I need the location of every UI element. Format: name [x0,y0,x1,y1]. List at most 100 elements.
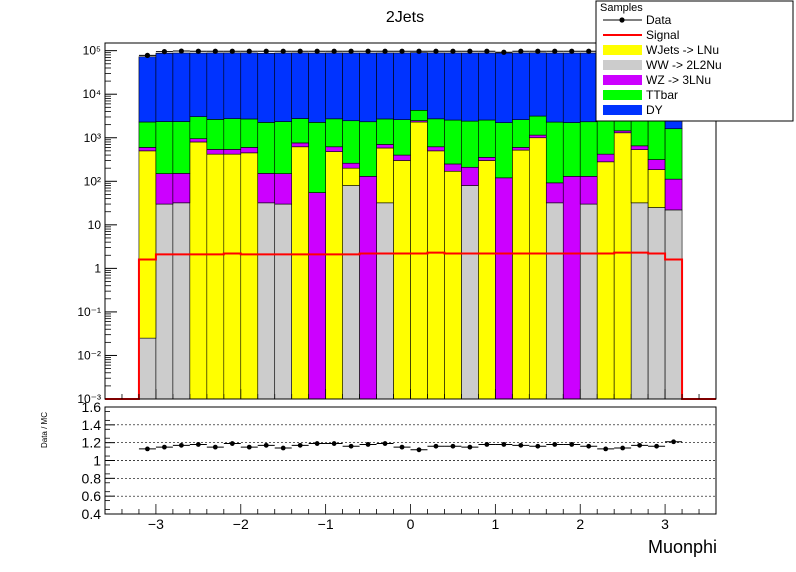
stacked-histograms [138,52,683,400]
bar [206,149,225,155]
bar [562,176,581,400]
bar [206,153,225,400]
bar [512,52,530,120]
bar [274,52,292,122]
ratio-point [552,442,558,447]
legend-entry: WJets -> LNu [603,43,719,57]
bar [579,121,598,177]
data-point [246,48,252,54]
ratio-axes: 0.40.60.811.21.41.6−3 −2 −1 0 1 2 3 [82,399,717,532]
main-axes: 10⁻³ 10⁻² 10⁻¹ 1 10 10² 10³ 10⁴ 10⁵ [77,42,717,406]
ratio-points [138,439,683,453]
bar [630,149,649,204]
bar [155,52,174,122]
bar [138,337,157,400]
bar [664,209,683,400]
x-tick-label: 2 [576,516,584,532]
bar [461,120,479,168]
bar [189,141,208,400]
chart-title: 2Jets [386,9,424,26]
legend-entry: WZ -> 3LNu [603,73,711,87]
x-tick-label: −2 [233,516,249,532]
bar [325,151,343,400]
bar [461,52,479,122]
bar [579,52,598,123]
ratio-point [569,442,575,447]
bar [495,122,513,179]
bar [223,153,242,400]
x-tick-label: 3 [661,516,669,532]
bar [291,142,309,148]
bar [206,119,225,150]
bar [240,147,259,154]
bar [545,202,564,400]
ratio-y-tick-label: 1 [93,453,101,469]
bar [325,118,343,148]
bar [444,119,462,165]
legend-label: WZ -> 3LNu [646,73,711,87]
y-tick-label: 1 [94,261,101,275]
bar [512,147,530,151]
bar [427,118,445,148]
ratio-point [145,446,150,452]
ratio-y-tick-label: 0.6 [82,488,102,504]
bar [562,122,581,177]
bar [155,121,174,174]
ratio-point [382,441,388,446]
bar [596,161,615,400]
bar [189,138,208,143]
bar [545,52,564,123]
ratio-point [501,442,507,447]
bar [138,56,157,123]
ratio-point [484,442,490,447]
legend-label: WW -> 2L2Nu [646,58,722,72]
bar [189,52,208,117]
bar [376,52,394,120]
bar [596,153,615,163]
data-point [365,48,371,54]
legend-label: DY [646,103,663,117]
data-point [433,48,439,54]
x-tick-label: 0 [407,516,415,532]
bar [359,52,377,123]
ratio-point [195,442,201,447]
bar [359,176,377,400]
bar [630,118,649,147]
bar [291,146,309,400]
bar [427,146,445,152]
data-point [195,48,201,54]
data-point [569,48,575,54]
bar [325,52,343,120]
legend-entry: WW -> 2L2Nu [603,58,722,72]
data-point [229,48,235,54]
bar [444,170,462,400]
bar [359,121,377,177]
bar [495,177,513,400]
ratio-point [263,442,269,448]
bar [393,52,411,120]
data-point [144,52,151,58]
data-point [382,48,388,54]
bar [138,147,157,152]
y-tick-label: 10⁻³ [77,392,101,406]
bar [223,52,242,119]
bar [206,52,225,120]
bar [308,122,326,193]
ratio-point [297,442,303,448]
bar [478,52,496,121]
bar [223,149,242,155]
y-tick-label: 10⁻² [77,348,101,362]
legend-label: TTbar [646,88,678,102]
bar [529,52,547,117]
bar [444,163,462,172]
bar [172,52,191,122]
bar [257,173,276,204]
bar [461,185,479,400]
bar [291,118,309,144]
legend-label: Signal [646,28,679,42]
bar [138,150,157,339]
data-point [450,48,456,54]
bar [596,119,615,155]
bar [274,121,292,174]
